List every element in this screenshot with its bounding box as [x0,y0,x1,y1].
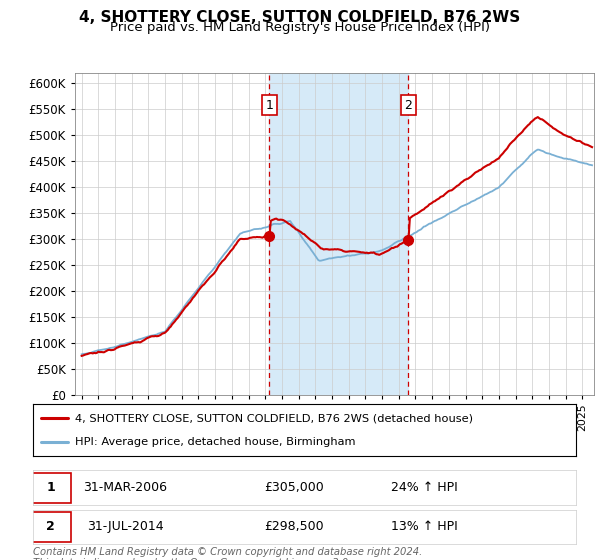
FancyBboxPatch shape [30,473,71,503]
Bar [269,73,409,395]
Text: £298,500: £298,500 [264,520,323,534]
Text: 1: 1 [265,99,274,111]
Text: Price paid vs. HM Land Registry's House Price Index (HPI): Price paid vs. HM Land Registry's House … [110,21,490,34]
Text: 13% ↑ HPI: 13% ↑ HPI [391,520,457,534]
Text: 2: 2 [404,99,412,111]
Text: 4, SHOTTERY CLOSE, SUTTON COLDFIELD, B76 2WS: 4, SHOTTERY CLOSE, SUTTON COLDFIELD, B76… [79,10,521,25]
Text: 24% ↑ HPI: 24% ↑ HPI [391,481,457,494]
Text: 4, SHOTTERY CLOSE, SUTTON COLDFIELD, B76 2WS (detached house): 4, SHOTTERY CLOSE, SUTTON COLDFIELD, B76… [76,413,473,423]
Text: Contains HM Land Registry data © Crown copyright and database right 2024.
This d: Contains HM Land Registry data © Crown c… [33,547,422,560]
Text: 31-MAR-2006: 31-MAR-2006 [83,481,167,494]
Text: 1: 1 [46,481,55,494]
Text: HPI: Average price, detached house, Birmingham: HPI: Average price, detached house, Birm… [76,437,356,447]
Text: £305,000: £305,000 [264,481,323,494]
Text: 2: 2 [46,520,55,534]
Text: 31-JUL-2014: 31-JUL-2014 [87,520,164,534]
FancyBboxPatch shape [30,512,71,542]
